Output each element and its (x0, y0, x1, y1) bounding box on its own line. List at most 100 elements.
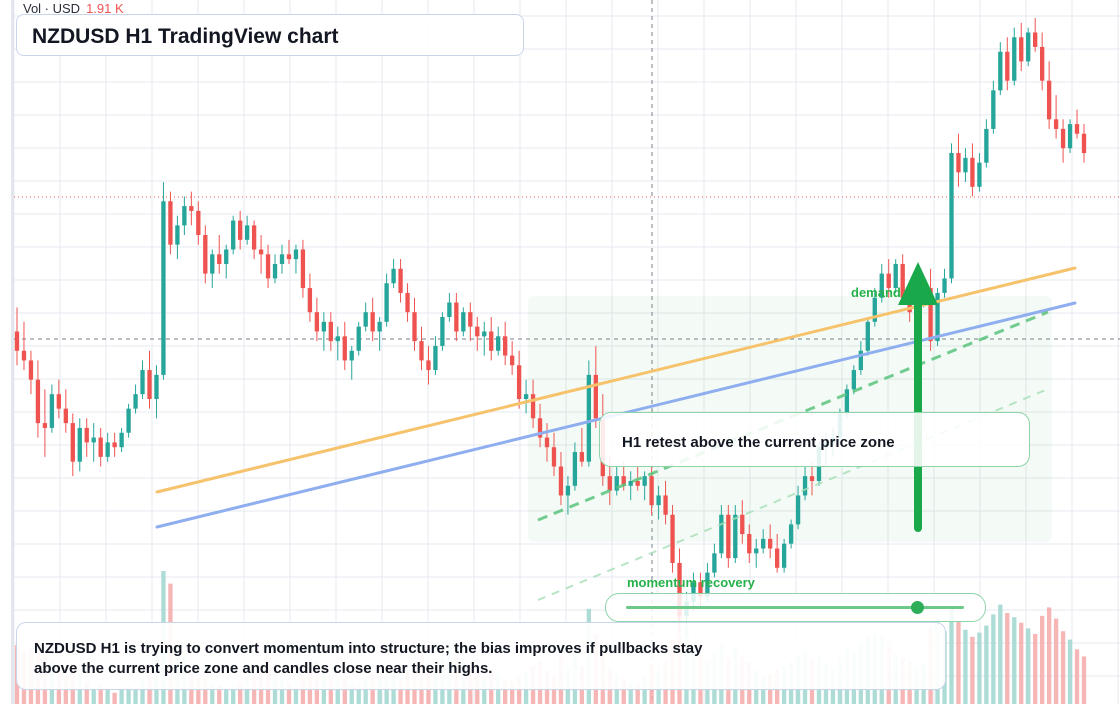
candle-body (1060, 128, 1066, 149)
candle-body (105, 442, 110, 457)
candle-body (251, 225, 257, 250)
volume-bar (1039, 615, 1045, 704)
volume-bar (977, 632, 982, 704)
candle-body (761, 538, 766, 549)
volume-bar (1033, 634, 1038, 704)
candle-body (265, 254, 271, 279)
volume-bar (991, 614, 996, 704)
candle-body (140, 370, 145, 395)
volume-bar (1067, 639, 1073, 704)
candle-body (433, 345, 438, 371)
candle-body (461, 312, 466, 332)
candle-body (537, 418, 543, 438)
candle-body (572, 452, 578, 486)
momentum-slider-track[interactable] (626, 606, 964, 609)
candle-body (719, 514, 724, 554)
volume-bar (119, 688, 124, 704)
candle-body (858, 350, 863, 371)
candle-body (489, 331, 494, 351)
candle-body (851, 370, 857, 390)
volume-bar (98, 684, 103, 704)
candle-body (321, 321, 327, 332)
candle-body (126, 408, 131, 433)
volume-bar (1026, 628, 1031, 704)
candle-body (196, 210, 201, 236)
candle-body (886, 273, 891, 289)
candle-body (1067, 124, 1073, 149)
volume-bar (1081, 656, 1087, 704)
volume-bar (356, 685, 361, 704)
candle-body (307, 288, 313, 313)
candle-body (621, 476, 626, 486)
candle-body (168, 201, 173, 245)
candle-body (788, 524, 794, 544)
candle-body (607, 476, 612, 491)
volume-bar (970, 636, 975, 704)
left-edge (11, 0, 14, 704)
candle-body (802, 476, 808, 496)
volume-bar (984, 625, 989, 704)
candle-body (677, 562, 682, 617)
volume-bar (286, 683, 292, 704)
volume-indicator-name: Vol · USD (23, 1, 81, 16)
candle-body (628, 480, 633, 486)
volume-bar (377, 677, 382, 704)
summary-text: NZDUSD H1 is trying to convert momentum … (34, 640, 703, 677)
candle-body (879, 273, 884, 298)
volume-bar (398, 680, 403, 704)
volume-bar (956, 621, 961, 704)
candle-body (733, 514, 738, 559)
volume-bar (342, 678, 347, 704)
candle-body (238, 220, 243, 240)
volume-bar (391, 676, 396, 704)
candle-body (154, 374, 159, 399)
volume-bar (1046, 607, 1052, 704)
candle-body (747, 534, 752, 554)
summary-box: NZDUSD H1 is trying to convert momentum … (16, 622, 946, 690)
candle-body (161, 201, 166, 375)
candle-body (258, 249, 264, 255)
candle-body (356, 326, 361, 351)
volume-indicator-label: Vol · USD 1.91 K (23, 1, 124, 16)
candle-body (279, 254, 285, 264)
candle-body (56, 394, 62, 409)
volume-bar (363, 680, 368, 704)
candle-body (398, 268, 403, 293)
volume-bar (628, 683, 633, 704)
candle-body (809, 476, 815, 481)
candle-body (642, 476, 647, 486)
candle-body (586, 374, 592, 462)
candle-body (579, 452, 585, 462)
candle-body (503, 336, 508, 356)
volume-bar (238, 681, 243, 704)
volume-bar (293, 687, 299, 704)
chart-title: NZDUSD H1 TradingView chart (32, 25, 339, 48)
volume-bar (1074, 649, 1080, 704)
volume-bar (91, 687, 96, 704)
candle-body (300, 249, 306, 289)
volume-bar (140, 678, 145, 704)
candle-body (565, 485, 571, 496)
candle-body (272, 263, 278, 279)
candle-body (14, 331, 20, 351)
volume-bar (84, 681, 89, 704)
candle-body (482, 331, 487, 337)
momentum-slider-thumb[interactable] (910, 601, 924, 614)
candle-body (49, 394, 55, 428)
volume-bar (516, 677, 522, 704)
momentum-slider[interactable] (605, 593, 986, 622)
volume-bar (1060, 631, 1066, 704)
candle-body (349, 350, 354, 361)
candle-body (21, 350, 27, 361)
candle-body (342, 336, 347, 361)
candle-body (656, 495, 661, 506)
candle-body (217, 254, 222, 264)
candle-body (133, 394, 138, 409)
candle-body (544, 437, 550, 448)
candle-body (224, 249, 229, 264)
candle-body (844, 389, 850, 414)
candle-body (865, 321, 870, 351)
volume-bar (349, 684, 354, 704)
candle-body (293, 249, 299, 260)
